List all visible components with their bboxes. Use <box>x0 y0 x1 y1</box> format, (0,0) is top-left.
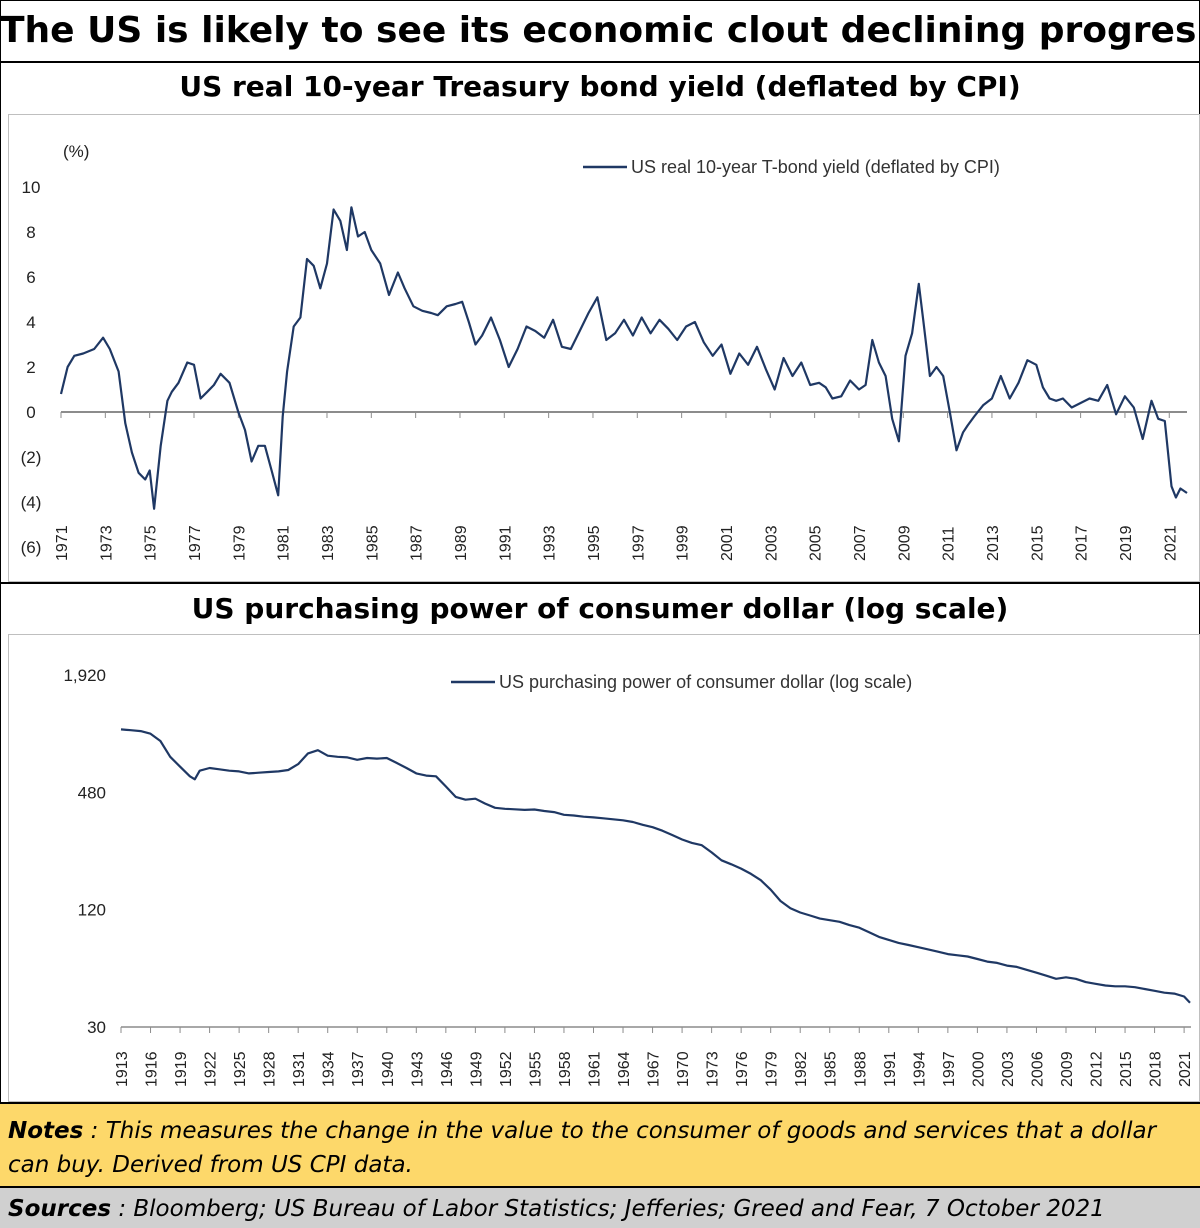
x-tick-label: 1979 <box>231 525 248 561</box>
y-tick-label: 2 <box>26 358 35 377</box>
x-tick-label: 2006 <box>1029 1051 1046 1087</box>
x-tick-label: 2003 <box>1000 1051 1017 1087</box>
x-tick-label: 1991 <box>882 1051 899 1087</box>
x-tick-label: 1925 <box>232 1051 249 1087</box>
y-tick-label: 4 <box>26 313 35 332</box>
x-tick-label: 1997 <box>941 1051 958 1087</box>
y-tick-label: 1,920 <box>63 666 106 685</box>
x-tick-label: 2018 <box>1148 1051 1165 1087</box>
x-tick-label: 1943 <box>409 1051 426 1087</box>
legend-label: US purchasing power of consumer dollar (… <box>499 672 912 692</box>
x-tick-label: 2009 <box>1059 1051 1076 1087</box>
notes-label: Notes <box>8 1118 84 1144</box>
legend-label: US real 10-year T-bond yield (deflated b… <box>631 157 1000 177</box>
notes-body: : This measures the change in the value … <box>8 1118 1157 1178</box>
x-tick-label: 2021 <box>1162 525 1179 561</box>
chart1-area: 10 8 6 4 2 0 (2) (4) (6) (%) 1971 1973 1975 1977 1979 1… <box>8 114 1200 582</box>
divider <box>0 582 1200 584</box>
sources-label: Sources <box>8 1196 112 1222</box>
x-tick-label: 1955 <box>527 1051 544 1087</box>
x-tick-label: 1994 <box>911 1051 928 1087</box>
chart1-title: US real 10-year Treasury bond yield (def… <box>179 70 1021 103</box>
x-tick-label: 1997 <box>630 525 647 561</box>
y-tick-label: (6) <box>21 538 42 557</box>
x-tick-label: 1993 <box>542 525 559 561</box>
purchasing-power-chart: 1,920 480 120 30 1913 1916 1919 1922 1925 1928 193… <box>63 666 1194 1087</box>
x-tick-label: 1946 <box>439 1051 456 1087</box>
x-tick-label: 1982 <box>793 1051 810 1087</box>
x-tick-label: 2019 <box>1118 525 1135 561</box>
x-tick-label: 2012 <box>1089 1051 1106 1087</box>
x-tick-label: 1964 <box>616 1051 633 1087</box>
y-tick-label: (4) <box>21 493 42 512</box>
series-line <box>59 206 1188 510</box>
y-tick-label: 6 <box>26 268 35 287</box>
x-tick-label: 2009 <box>896 525 913 561</box>
x-tick-label: 2011 <box>941 526 958 561</box>
x-tick-label: 1961 <box>586 1051 603 1087</box>
x-tick-label: 1988 <box>852 1051 869 1087</box>
x-tick-label: 1970 <box>675 1051 692 1087</box>
x-tick-label: 1913 <box>114 1051 131 1087</box>
x-tick-label: 2003 <box>763 525 780 561</box>
x-tick-label: 1940 <box>380 1051 397 1087</box>
x-tick-label: 1985 <box>823 1051 840 1087</box>
x-tick-label: 1971 <box>54 525 71 561</box>
chart2-title: US purchasing power of consumer dollar (… <box>191 592 1009 625</box>
y-tick-label: 480 <box>78 783 106 802</box>
x-tick-label: 1977 <box>187 525 204 561</box>
x-tick-label: 2005 <box>808 525 825 561</box>
x-tick-label: 1949 <box>468 1051 485 1087</box>
x-tick-label: 1985 <box>364 525 381 561</box>
x-tick-label: 2000 <box>970 1051 987 1087</box>
x-tick-label: 1987 <box>409 525 426 561</box>
x-tick-label: 1989 <box>453 525 470 561</box>
x-tick-label: 2007 <box>852 525 869 561</box>
y-unit-label: (%) <box>63 142 89 161</box>
chart2-area: 1,920 480 120 30 1913 1916 1919 1922 1925 1928 193… <box>8 634 1200 1102</box>
x-tick-label: 1991 <box>497 525 514 561</box>
sources-body: : Bloomberg; US Bureau of Labor Statisti… <box>111 1196 1105 1222</box>
notes-box: Notes : This measures the change in the … <box>0 1102 1200 1186</box>
y-tick-label: 120 <box>78 901 106 920</box>
x-tick-label: 1995 <box>586 525 603 561</box>
notes-text: Notes : This measures the change in the … <box>0 1104 1200 1182</box>
x-tick-label: 1999 <box>675 525 692 561</box>
y-tick-label: 10 <box>22 178 41 197</box>
figure-title: The US is likely to see its economic clo… <box>0 10 1200 51</box>
x-tick-label: 1922 <box>203 1051 220 1087</box>
sources-text: Sources : Bloomberg; US Bureau of Labor … <box>0 1188 1200 1224</box>
x-tick-label: 1975 <box>143 525 160 561</box>
x-tick-label: 1919 <box>173 1051 190 1087</box>
x-tick-label: 1967 <box>646 1051 663 1087</box>
y-tick-label: 8 <box>26 223 35 242</box>
x-tick-label: 2001 <box>719 525 736 561</box>
x-tick-label: 1958 <box>557 1051 574 1087</box>
x-tick-label: 2013 <box>985 525 1002 561</box>
x-tick-label: 1976 <box>734 1051 751 1087</box>
y-tick-label: (2) <box>21 448 42 467</box>
x-tick-label: 1928 <box>262 1051 279 1087</box>
x-tick-label: 1931 <box>291 1051 308 1087</box>
x-tick-label: 1973 <box>98 525 115 561</box>
x-tick-label: 2015 <box>1029 525 1046 561</box>
x-tick-label: 1981 <box>276 525 293 561</box>
y-tick-label: 0 <box>26 403 35 422</box>
x-tick-label: 2015 <box>1118 1051 1135 1087</box>
divider <box>0 61 1200 63</box>
x-tick-label: 1952 <box>498 1051 515 1087</box>
x-tick-label: 1937 <box>350 1051 367 1087</box>
x-tick-label: 1934 <box>321 1051 338 1087</box>
x-tick-label: 2017 <box>1074 525 1091 561</box>
x-tick-label: 1973 <box>705 1051 722 1087</box>
x-tick-label: 2021 <box>1177 1051 1194 1087</box>
yield-chart: 10 8 6 4 2 0 (2) (4) (6) (%) 1971 1973 1975 1977 1979 1… <box>21 142 1188 561</box>
x-tick-label: 1916 <box>144 1051 161 1087</box>
y-tick-label: 30 <box>87 1018 106 1037</box>
x-tick-label: 1979 <box>764 1051 781 1087</box>
x-tick-label: 1983 <box>320 525 337 561</box>
series-line <box>120 728 1191 1004</box>
sources-box: Sources : Bloomberg; US Bureau of Labor … <box>0 1186 1200 1228</box>
